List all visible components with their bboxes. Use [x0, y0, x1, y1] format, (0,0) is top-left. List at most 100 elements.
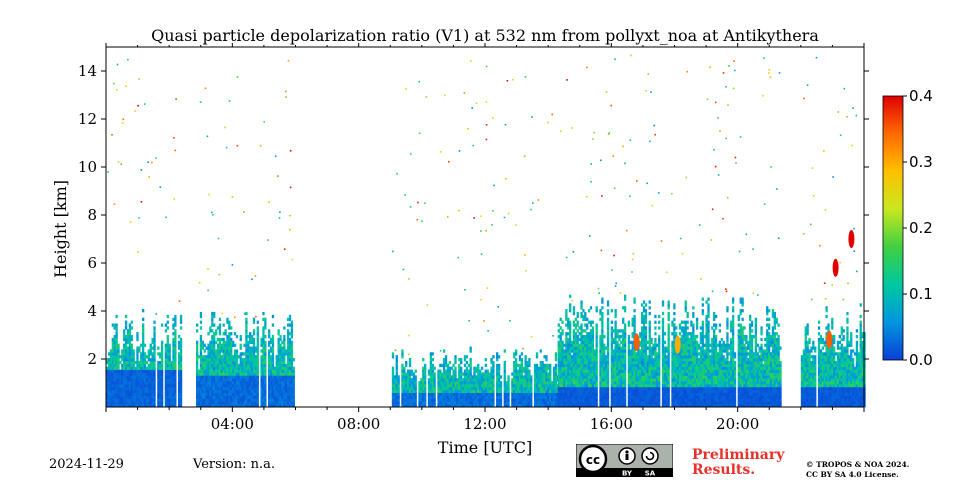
heatmap-cell — [283, 340, 286, 345]
heatmap-cell — [646, 358, 649, 362]
heatmap-cell — [211, 352, 214, 356]
heatmap-cell — [130, 363, 133, 368]
noise-point — [464, 289, 466, 291]
heatmap-cell — [467, 401, 470, 405]
heatmap-cell — [262, 340, 265, 345]
heatmap-cell — [623, 358, 627, 362]
heatmap-cell — [605, 389, 608, 393]
heatmap-cell — [145, 360, 149, 365]
heatmap-cell — [642, 395, 646, 399]
heatmap-cell — [513, 401, 516, 405]
heatmap-cell — [196, 381, 199, 385]
heatmap-cell — [618, 349, 621, 353]
heatmap-cell — [130, 383, 133, 388]
heatmap-cell — [516, 363, 520, 368]
heatmap-cell — [610, 320, 613, 324]
heatmap-cell — [196, 389, 199, 393]
heatmap-cell — [543, 375, 546, 379]
noise-point — [524, 76, 527, 78]
heatmap-cell — [262, 381, 265, 385]
heatmap-cell — [126, 329, 130, 333]
heatmap-cell — [201, 343, 204, 347]
heatmap-cell — [633, 363, 636, 368]
heatmap-cell — [132, 363, 135, 368]
heatmap-cell — [557, 389, 560, 393]
heatmap-cell — [673, 337, 676, 342]
heatmap-cell — [113, 398, 116, 402]
heatmap-cell — [237, 366, 240, 370]
heatmap-cell — [107, 360, 111, 365]
heatmap-cell — [119, 383, 122, 388]
heatmap-cell — [458, 392, 461, 396]
heatmap-cell — [149, 349, 152, 353]
heatmap-cell — [252, 369, 256, 373]
heatmap-cell — [119, 392, 122, 396]
heatmap-cell — [157, 372, 160, 376]
heatmap-cell — [467, 392, 470, 396]
heatmap-cell — [623, 378, 627, 382]
heatmap-cell — [128, 381, 132, 385]
heatmap-cell — [391, 383, 395, 388]
heatmap-cell — [228, 404, 231, 408]
heatmap-cell — [241, 395, 244, 399]
heatmap-cell — [557, 355, 560, 359]
heatmap-cell — [232, 389, 235, 393]
heatmap-cell — [197, 381, 201, 385]
heatmap-cell — [587, 395, 591, 399]
heatmap-cell — [216, 395, 220, 399]
heatmap-cell — [586, 352, 589, 356]
noise-point — [418, 80, 420, 83]
heatmap-cell — [164, 352, 168, 356]
heatmap-cell — [671, 363, 674, 368]
heatmap-cell — [201, 372, 204, 376]
heatmap-cell — [226, 378, 229, 382]
heatmap-cell — [576, 358, 579, 362]
noise-point — [289, 150, 292, 152]
heatmap-cell — [663, 363, 667, 368]
heatmap-cell — [235, 363, 239, 368]
heatmap-cell — [268, 383, 271, 388]
heatmap-cell — [203, 343, 206, 347]
heatmap-cell — [586, 360, 589, 365]
heatmap-cell — [610, 343, 613, 347]
heatmap-cell — [576, 378, 579, 382]
heatmap-cell — [667, 389, 670, 393]
heatmap-cell — [631, 320, 634, 324]
heatmap-cell — [418, 401, 421, 405]
heatmap-cell — [260, 395, 263, 399]
heatmap-cell — [142, 337, 145, 342]
heatmap-cell — [673, 389, 676, 393]
heatmap-cell — [444, 355, 448, 359]
heatmap-cell — [539, 381, 542, 385]
heatmap-cell — [547, 366, 550, 370]
heatmap-cell — [153, 352, 156, 356]
heatmap-cell — [427, 398, 431, 402]
heatmap-cell — [601, 329, 604, 333]
heatmap-cell — [678, 358, 682, 362]
heatmap-cell — [605, 381, 608, 385]
heatmap-cell — [576, 383, 579, 388]
heatmap-cell — [178, 372, 181, 376]
heatmap-cell — [663, 378, 667, 382]
heatmap-cell — [245, 392, 248, 396]
heatmap-cell — [675, 335, 678, 339]
noise-point — [446, 216, 449, 218]
heatmap-cell — [591, 337, 595, 342]
heatmap-cell — [216, 392, 220, 396]
heatmap-cell — [631, 349, 634, 353]
heatmap-cell — [587, 363, 591, 368]
noise-point — [483, 320, 485, 322]
heatmap-cell — [197, 355, 201, 359]
heatmap-cell — [646, 372, 649, 376]
heatmap-cell — [554, 363, 558, 368]
heatmap-cell — [218, 329, 222, 333]
heatmap-cell — [147, 401, 150, 405]
heatmap-cell — [654, 366, 657, 370]
heatmap-cell — [565, 398, 568, 402]
heatmap-cell — [275, 386, 278, 391]
heatmap-cell — [216, 349, 220, 353]
heatmap-cell — [250, 352, 254, 356]
heatmap-cell — [490, 366, 493, 370]
heatmap-cell — [262, 404, 265, 408]
noise-point — [113, 203, 116, 205]
